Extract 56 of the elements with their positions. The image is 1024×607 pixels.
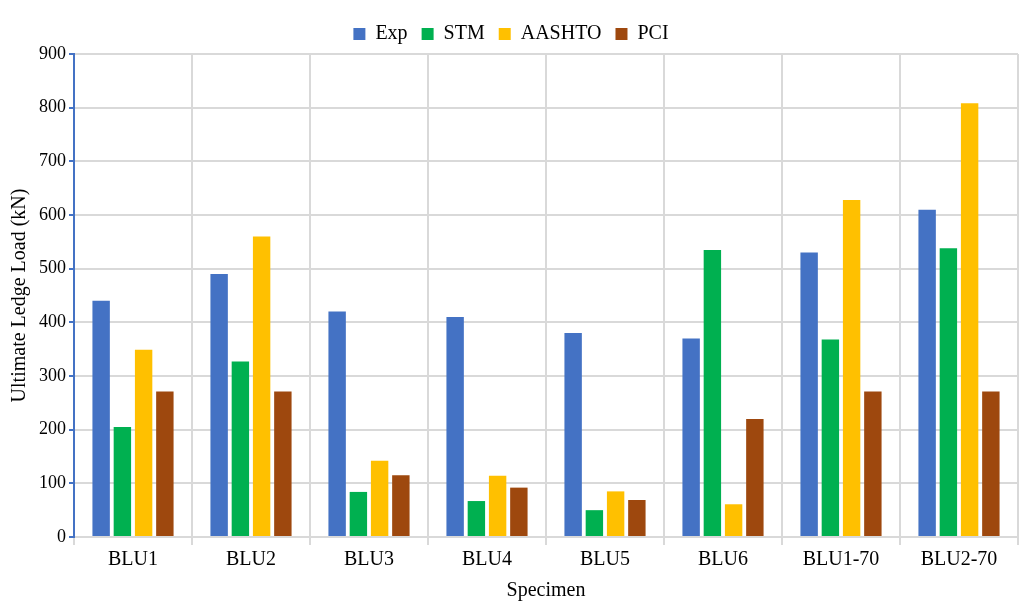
- legend-label: PCI: [637, 21, 669, 44]
- legend-label: Exp: [375, 21, 408, 45]
- bar: [821, 339, 840, 536]
- bar: [564, 333, 582, 536]
- bar: [682, 338, 700, 536]
- bar: [724, 504, 743, 536]
- bar: [606, 491, 625, 536]
- x-tick-label: BLU1: [108, 547, 158, 570]
- bar: [210, 274, 228, 536]
- bar: [746, 418, 764, 536]
- bar: [939, 248, 958, 536]
- y-tick-label: 0: [57, 525, 66, 546]
- y-tick-label: 600: [39, 203, 66, 224]
- y-tick-label: 700: [39, 150, 66, 171]
- y-tick-label: 400: [39, 311, 66, 332]
- bar: [918, 209, 936, 536]
- bar: [231, 361, 250, 536]
- bar: [274, 391, 292, 536]
- x-axis-title: Specimen: [506, 578, 586, 602]
- x-tick-label: BLU5: [580, 547, 630, 570]
- bar: [328, 311, 346, 536]
- bar: [628, 499, 646, 536]
- bar: [252, 236, 271, 536]
- bar: [960, 103, 979, 536]
- bar: [467, 501, 486, 536]
- bar: [392, 475, 410, 536]
- bar: [510, 487, 528, 536]
- bar: [800, 252, 818, 536]
- y-tick-label: 500: [39, 257, 66, 278]
- y-tick-label: 300: [39, 364, 66, 385]
- bar: [156, 391, 174, 536]
- bar: [92, 300, 110, 536]
- bar: [488, 475, 507, 536]
- bar: [113, 426, 132, 536]
- bar: [134, 349, 153, 536]
- legend-label: AASHTO: [520, 21, 602, 44]
- legend-label: STM: [443, 21, 485, 44]
- y-tick-label: 100: [39, 472, 66, 493]
- x-tick-label: BLU2: [226, 547, 276, 570]
- bar: [349, 491, 368, 536]
- x-tick-label: BLU2-70: [920, 547, 998, 570]
- bar: [370, 460, 389, 536]
- y-tick-label: 800: [39, 96, 66, 117]
- x-tick-label: BLU3: [344, 547, 394, 570]
- x-tick-label: BLU4: [462, 547, 512, 570]
- bar: [585, 510, 604, 536]
- y-axis-title: Ultimate Ledge Load (kN): [7, 188, 31, 403]
- bar: [446, 316, 464, 536]
- x-tick-label: BLU6: [698, 547, 748, 570]
- y-tick-label: 200: [39, 418, 66, 439]
- bar: [982, 391, 1000, 536]
- bar: [703, 249, 722, 536]
- x-tick-label: BLU1-70: [802, 547, 880, 570]
- bar: [864, 391, 882, 536]
- y-tick-label: 900: [39, 42, 66, 63]
- bar: [842, 199, 861, 536]
